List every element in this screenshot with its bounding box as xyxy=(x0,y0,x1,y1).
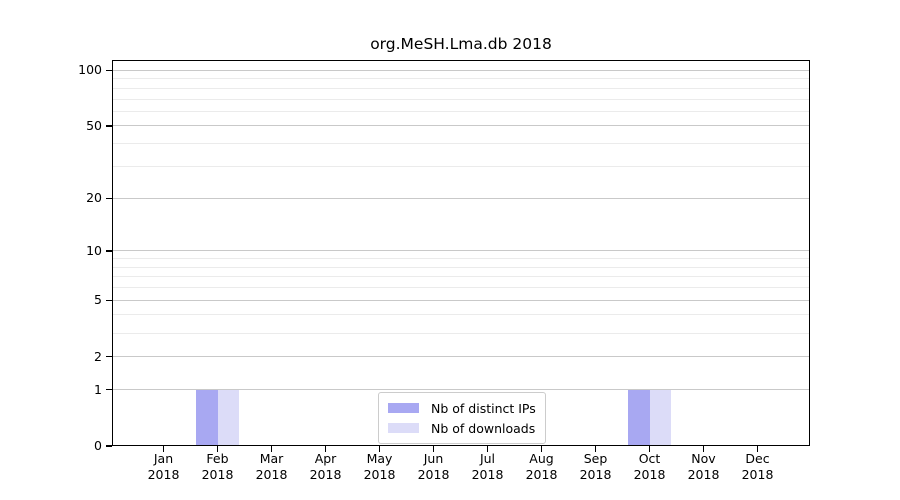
gridline-minor xyxy=(112,332,810,334)
bar-downloads xyxy=(649,389,671,446)
plot-area xyxy=(112,60,810,446)
legend: Nb of distinct IPs Nb of downloads xyxy=(378,392,546,444)
x-tick-month: Jan xyxy=(153,451,174,466)
x-tick xyxy=(540,446,543,452)
x-tick xyxy=(324,446,327,452)
x-tick-year: 2018 xyxy=(363,467,396,482)
x-tick-label: Jan 2018 xyxy=(137,451,191,483)
gridline-minor xyxy=(112,276,810,278)
x-tick-label: Oct 2018 xyxy=(623,451,677,483)
x-tick-label: Mar 2018 xyxy=(245,451,299,483)
x-tick-year: 2018 xyxy=(687,467,720,482)
x-tick xyxy=(486,446,489,452)
x-tick-label: Nov 2018 xyxy=(677,451,731,483)
y-tick-label: 100 xyxy=(78,62,102,78)
y-tick xyxy=(106,388,112,391)
bar-downloads xyxy=(217,389,239,446)
x-tick-month: Jul xyxy=(479,451,496,466)
y-tick xyxy=(106,355,112,358)
x-tick xyxy=(594,446,597,452)
chart-title: org.MeSH.Lma.db 2018 xyxy=(370,35,552,53)
legend-row-downloads: Nb of downloads xyxy=(388,418,536,438)
bar-distinct-ips xyxy=(196,389,218,446)
y-tick xyxy=(106,69,112,72)
x-tick-month: Apr xyxy=(314,451,337,466)
y-tick-label: 10 xyxy=(86,242,102,258)
x-tick-year: 2018 xyxy=(471,467,504,482)
x-tick-month: Sep xyxy=(583,451,608,466)
y-tick-label: 50 xyxy=(86,117,102,133)
downloads-swatch-icon xyxy=(388,423,419,433)
gridline-major xyxy=(112,69,810,71)
x-tick xyxy=(378,446,381,452)
gridline-major xyxy=(112,197,810,199)
legend-row-distinct-ips: Nb of distinct IPs xyxy=(388,398,536,418)
x-tick-month: Jun xyxy=(423,451,444,466)
y-tick xyxy=(106,250,112,252)
x-tick-year: 2018 xyxy=(147,467,180,482)
gridline-minor xyxy=(112,143,810,145)
gridline-minor xyxy=(112,110,810,112)
bar-distinct-ips xyxy=(628,389,650,446)
x-tick-label: Apr 2018 xyxy=(299,451,353,483)
gridline-major xyxy=(112,250,810,252)
y-tick-label: 2 xyxy=(94,348,102,364)
gridline-major xyxy=(112,299,810,301)
gridline-minor xyxy=(112,165,810,167)
gridline-minor xyxy=(112,258,810,260)
legend-label-distinct-ips: Nb of distinct IPs xyxy=(431,400,536,416)
x-tick-month: Nov xyxy=(691,451,716,466)
x-tick xyxy=(432,446,435,452)
gridline-minor xyxy=(112,87,810,89)
y-tick-label: 5 xyxy=(94,292,102,308)
gridline-minor xyxy=(112,78,810,80)
y-tick xyxy=(106,197,112,199)
x-tick-month: Feb xyxy=(206,451,229,466)
gridline-major xyxy=(112,389,810,391)
y-tick xyxy=(106,445,112,447)
x-tick-month: Aug xyxy=(529,451,554,466)
y-tick xyxy=(106,125,112,127)
x-tick xyxy=(648,446,651,452)
y-tick-label: 0 xyxy=(94,438,102,453)
x-tick-month: Dec xyxy=(745,451,770,466)
gridline-major xyxy=(112,125,810,127)
gridline-minor xyxy=(112,266,810,268)
y-tick xyxy=(106,299,112,301)
x-tick-year: 2018 xyxy=(741,467,774,482)
gridline-minor xyxy=(112,98,810,100)
x-tick-label: Aug 2018 xyxy=(515,451,569,483)
x-tick-year: 2018 xyxy=(309,467,342,482)
x-tick-label: Jul 2018 xyxy=(461,451,515,483)
gridline-major xyxy=(112,356,810,358)
x-tick-label: Jun 2018 xyxy=(407,451,461,483)
x-tick-label: Feb 2018 xyxy=(191,451,245,483)
y-tick-label: 20 xyxy=(86,190,102,206)
x-tick-year: 2018 xyxy=(633,467,666,482)
distinct-ips-swatch-icon xyxy=(388,403,419,413)
x-tick-month: Mar xyxy=(259,451,284,466)
x-tick-year: 2018 xyxy=(525,467,558,482)
x-tick-month: Oct xyxy=(638,451,661,466)
gridline-minor xyxy=(112,314,810,316)
x-tick xyxy=(216,446,219,452)
legend-label-downloads: Nb of downloads xyxy=(431,420,536,436)
x-tick-label: Sep 2018 xyxy=(569,451,623,483)
x-tick-label: May 2018 xyxy=(353,451,407,483)
gridline-minor xyxy=(112,287,810,289)
x-tick-month: May xyxy=(366,451,393,466)
y-tick-label: 1 xyxy=(94,381,102,397)
x-tick-year: 2018 xyxy=(201,467,234,482)
x-tick-label: Dec 2018 xyxy=(731,451,785,483)
x-tick-year: 2018 xyxy=(579,467,612,482)
x-tick-year: 2018 xyxy=(255,467,288,482)
x-tick-year: 2018 xyxy=(417,467,450,482)
x-tick xyxy=(162,446,165,452)
x-tick xyxy=(702,446,705,452)
x-tick xyxy=(756,446,759,452)
x-tick xyxy=(270,446,273,452)
